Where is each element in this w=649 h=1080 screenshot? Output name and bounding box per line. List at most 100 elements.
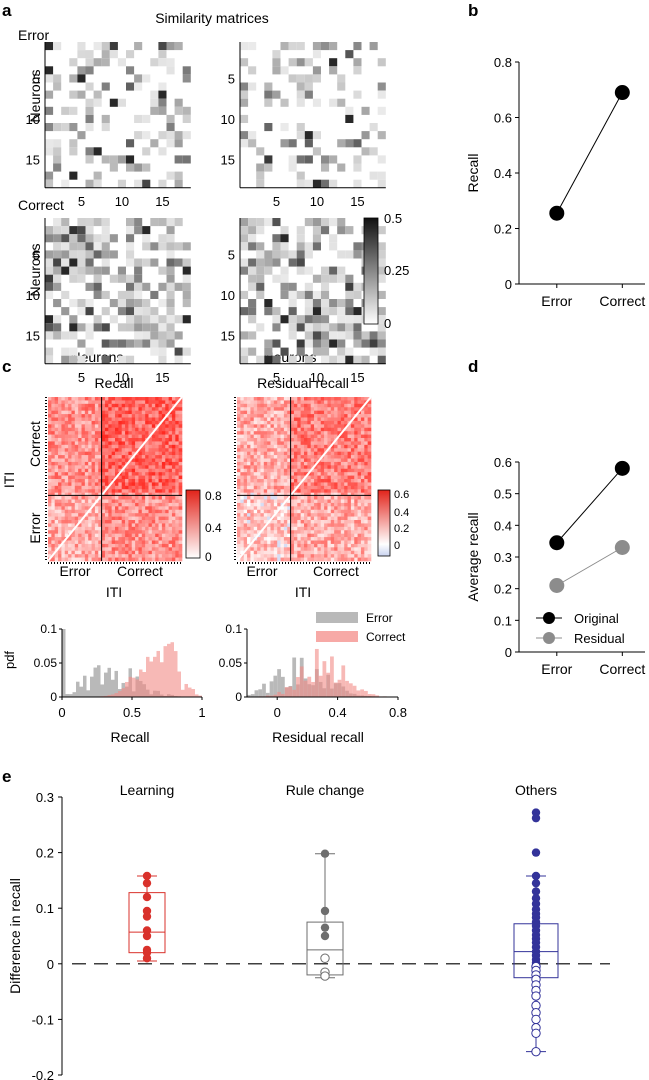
- recall-cell: [131, 533, 136, 538]
- recall-cell: [257, 410, 261, 415]
- recall-cell: [280, 444, 285, 449]
- similarity-cell: [69, 139, 78, 148]
- recall-cell: [354, 461, 358, 466]
- recall-cell: [54, 540, 59, 545]
- recall-cell: [101, 400, 106, 405]
- recall-cell: [121, 403, 126, 408]
- recall-cell: [94, 397, 99, 401]
- recall-cell: [317, 513, 322, 517]
- similarity-cell: [53, 139, 62, 148]
- recall-cell: [330, 540, 335, 545]
- recall-cell: [287, 485, 291, 490]
- recall-cell: [314, 400, 318, 405]
- recall-cell: [165, 420, 169, 425]
- recall-cell: [168, 397, 173, 401]
- recall-cell: [148, 444, 153, 449]
- similarity-cell: [174, 131, 183, 140]
- recall-cell: [307, 424, 311, 429]
- recall-cell: [158, 403, 163, 408]
- recall-cell: [115, 420, 119, 425]
- recall-cell: [277, 420, 281, 425]
- recall-cell: [330, 468, 335, 473]
- recall-cell: [161, 496, 166, 500]
- recall-cell: [128, 513, 133, 517]
- recall-cell: [138, 554, 143, 558]
- similarity-cell: [166, 242, 175, 251]
- recall-cell: [48, 543, 52, 548]
- recall-cell: [175, 530, 179, 534]
- recall-cell: [367, 472, 372, 476]
- recall-cell: [135, 492, 139, 497]
- recall-cell: [297, 540, 301, 545]
- similarity-cell: [272, 258, 281, 267]
- recall-cell: [237, 431, 241, 435]
- similarity-cell: [85, 266, 94, 275]
- recall-cell: [293, 482, 298, 487]
- recall-cell: [314, 547, 318, 552]
- similarity-cell: [345, 282, 354, 291]
- recall-cell: [240, 502, 244, 507]
- histogram-bar-error: [258, 689, 263, 697]
- similarity-cell: [69, 299, 78, 308]
- recall-cell: [125, 472, 129, 476]
- recall-cell: [240, 509, 244, 514]
- recall-cell: [260, 414, 265, 418]
- recall-cell: [300, 468, 305, 473]
- recall-cell: [74, 414, 79, 418]
- recall-cell: [340, 506, 345, 511]
- recall-cell: [141, 427, 146, 432]
- recall-cell: [171, 543, 176, 548]
- recall-cell: [287, 403, 291, 408]
- recall-cell: [111, 455, 116, 459]
- recall-cell: [304, 444, 308, 449]
- recall-cell: [367, 420, 372, 425]
- recall-cell: [68, 475, 72, 480]
- recall-cell: [317, 444, 322, 449]
- recall-cell: [344, 550, 348, 555]
- y-tick-label: 0.8: [494, 55, 512, 70]
- recall-cell: [111, 417, 116, 422]
- similarity-cell: [264, 155, 273, 164]
- recall-cell: [135, 431, 139, 435]
- recall-cell: [128, 520, 133, 524]
- similarity-cell: [126, 218, 135, 227]
- recall-cell: [74, 506, 79, 511]
- recall-cell: [357, 414, 362, 418]
- recall-cell: [317, 485, 322, 490]
- recall-cell: [290, 475, 295, 480]
- recall-cell: [273, 438, 278, 442]
- recall-cell: [81, 499, 86, 504]
- recall-cell: [330, 472, 335, 476]
- recall-matrix: [234, 396, 372, 564]
- recall-cell: [165, 479, 169, 483]
- recall-cell: [337, 414, 342, 418]
- recall-cell: [145, 461, 149, 466]
- recall-cell: [277, 444, 281, 449]
- recall-cell: [250, 458, 255, 463]
- recall-cell: [334, 434, 338, 439]
- recall-cell: [48, 513, 52, 517]
- recall-cell: [48, 424, 52, 429]
- similarity-cell: [304, 139, 313, 148]
- recall-cell: [148, 533, 153, 538]
- recall-cell: [273, 485, 278, 490]
- recall-cell: [54, 506, 59, 511]
- recall-cell: [237, 554, 241, 558]
- recall-cell: [347, 441, 352, 446]
- recall-cell: [161, 438, 166, 442]
- recall-cell: [84, 533, 89, 538]
- recall-cell: [340, 451, 345, 456]
- recall-cell: [320, 509, 325, 514]
- recall-cell: [290, 458, 295, 463]
- recall-cell: [287, 397, 291, 401]
- recall-cell: [128, 496, 133, 500]
- recall-cell: [293, 448, 298, 452]
- recall-cell: [247, 513, 251, 517]
- recall-cell: [81, 472, 86, 476]
- recall-cell: [78, 513, 82, 517]
- recall-cell: [277, 468, 281, 473]
- similarity-cell: [304, 82, 313, 91]
- recall-cell: [61, 427, 66, 432]
- similarity-cell: [53, 282, 62, 291]
- similarity-cell: [288, 58, 297, 67]
